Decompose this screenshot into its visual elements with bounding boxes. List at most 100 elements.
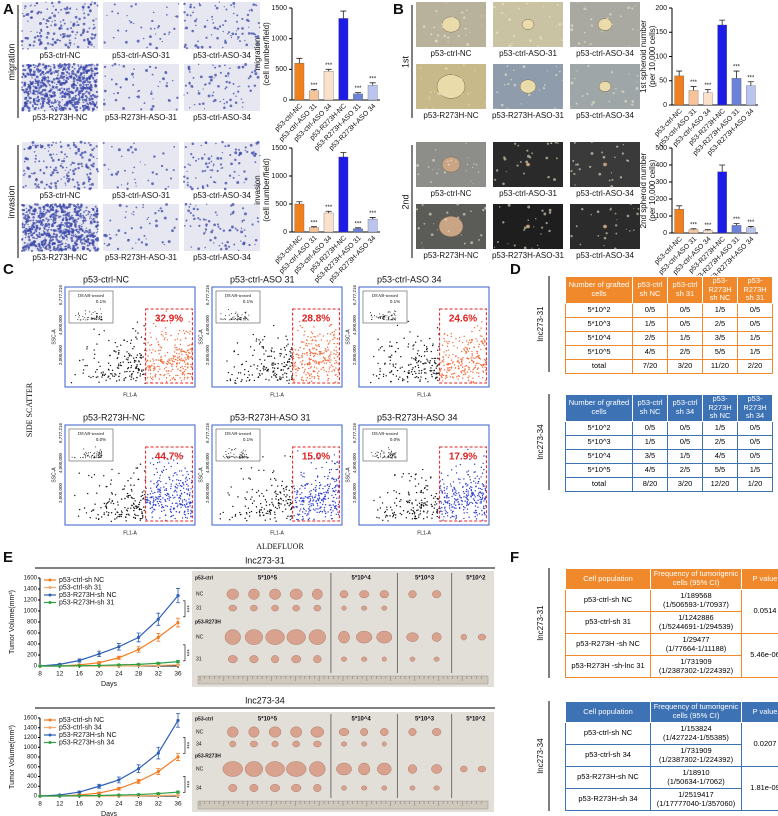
- event-dot: [314, 376, 315, 377]
- event-dot: [129, 495, 130, 496]
- event-dot: [150, 481, 151, 482]
- event-dot: [295, 500, 296, 501]
- cell-dot: [70, 237, 73, 240]
- cell-dot: [193, 208, 196, 211]
- inset-dot: [231, 319, 232, 320]
- event-dot: [290, 502, 291, 503]
- event-dot: [231, 374, 232, 375]
- inset-dot: [99, 450, 100, 451]
- event-dot: [155, 499, 156, 500]
- event-dot: [149, 502, 150, 503]
- micrograph: [184, 204, 260, 251]
- event-dot: [320, 507, 321, 508]
- event-dot: [381, 346, 382, 347]
- event-dot: [325, 348, 326, 349]
- cell-dot: [237, 86, 238, 87]
- event-dot: [138, 504, 139, 505]
- event-dot: [187, 364, 188, 365]
- cell-dot: [88, 229, 91, 232]
- event-dot: [285, 349, 286, 350]
- event-dot: [186, 502, 187, 503]
- event-dot: [480, 349, 481, 350]
- event-dot: [335, 367, 336, 368]
- event-dot: [403, 338, 404, 339]
- cell-dot: [87, 87, 89, 89]
- event-dot: [158, 480, 159, 481]
- event-dot: [178, 333, 179, 334]
- event-dot: [310, 510, 311, 511]
- cell-dot: [149, 43, 152, 46]
- cell-dot: [91, 73, 93, 75]
- cell-dot: [40, 213, 41, 214]
- cell-dot: [39, 22, 42, 25]
- cell-dot: [40, 217, 42, 219]
- event-dot: [313, 356, 314, 357]
- event-dot: [127, 514, 128, 515]
- event-dot: [478, 356, 479, 357]
- event-dot: [155, 326, 156, 327]
- cell-dot: [91, 183, 94, 186]
- event-dot: [165, 334, 166, 335]
- cell-dot: [237, 66, 240, 69]
- cell-dot: [43, 172, 45, 174]
- event-dot: [309, 353, 310, 354]
- event-dot: [177, 504, 178, 505]
- cell-dot: [192, 214, 194, 216]
- event-dot: [181, 366, 182, 367]
- event-dot: [411, 371, 412, 372]
- cell-dot: [166, 14, 168, 16]
- inset-dot: [234, 319, 235, 320]
- inset-dot: [388, 312, 389, 313]
- cell-dot: [215, 143, 216, 144]
- cell-dot: [238, 175, 239, 176]
- event-dot: [373, 356, 374, 357]
- cell-dot: [85, 64, 87, 66]
- cell-dot: [44, 243, 45, 244]
- debris: [511, 43, 513, 45]
- event-dot: [320, 502, 321, 503]
- cell-dot: [82, 246, 84, 248]
- event-dot: [120, 362, 121, 363]
- event-dot: [157, 480, 158, 481]
- event-dot: [303, 348, 304, 349]
- event-dot: [110, 373, 111, 374]
- event-dot: [133, 357, 134, 358]
- cell-dot: [26, 13, 29, 16]
- error-bar: [748, 227, 754, 228]
- event-dot: [302, 476, 303, 477]
- cell-dot: [80, 67, 81, 68]
- cell-dot: [35, 94, 36, 95]
- inset-dot: [237, 314, 238, 315]
- inset-dot: [96, 456, 97, 457]
- event-dot: [397, 370, 398, 371]
- event-dot: [237, 342, 238, 343]
- event-dot: [93, 509, 94, 510]
- cell-dot: [84, 151, 87, 154]
- cell-dot: [142, 204, 144, 206]
- event-dot: [480, 327, 481, 328]
- event-dot: [448, 354, 449, 355]
- debris: [517, 164, 519, 166]
- cell-dot: [28, 210, 30, 212]
- event-dot: [167, 373, 168, 374]
- cell-dot: [96, 67, 98, 69]
- debris: [435, 149, 437, 151]
- event-dot: [159, 346, 160, 347]
- inset-dot: [96, 457, 97, 458]
- cell-dot: [91, 1, 92, 2]
- cell-dot: [79, 154, 82, 157]
- cell-dot: [36, 12, 39, 15]
- debris: [433, 223, 434, 224]
- cell-dot: [151, 20, 153, 22]
- event-dot: [447, 335, 448, 336]
- event-dot: [437, 327, 438, 328]
- cell-dot: [90, 67, 93, 70]
- cell-dot: [124, 217, 126, 219]
- cell-dot: [81, 96, 84, 99]
- inset-dot: [232, 317, 233, 318]
- event-dot: [170, 370, 171, 371]
- cell-dot: [36, 185, 37, 186]
- cell-dot: [213, 92, 215, 94]
- cell-dot: [92, 28, 94, 30]
- cell-dot: [244, 40, 245, 41]
